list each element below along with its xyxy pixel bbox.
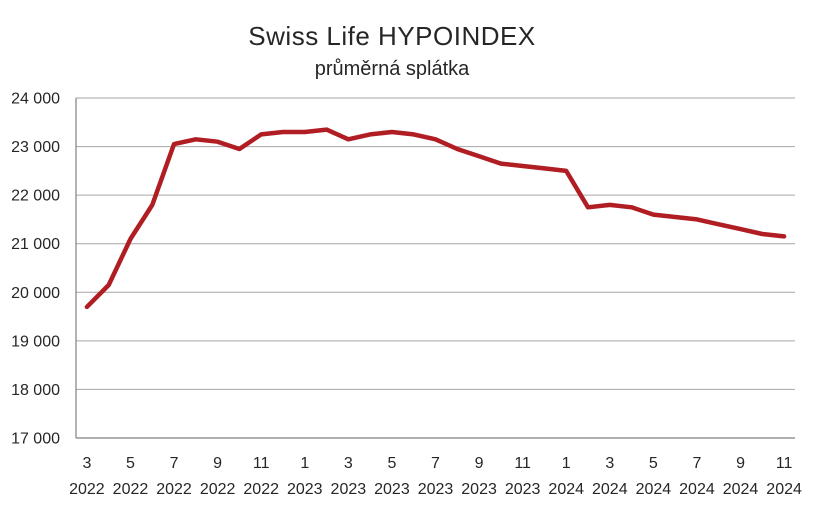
x-tick-year-label: 2024 [548, 481, 584, 498]
x-tick-year-label: 2024 [766, 481, 802, 498]
x-tick-month-label: 3 [344, 455, 353, 472]
x-tick-month-label: 9 [475, 455, 484, 472]
x-tick-month-label: 1 [300, 455, 309, 472]
x-tick-year-label: 2024 [592, 481, 628, 498]
x-tick-month-label: 5 [126, 455, 135, 472]
x-tick-month-label: 9 [736, 455, 745, 472]
x-tick-month-label: 11 [253, 455, 270, 472]
x-tick-year-label: 2022 [156, 481, 192, 498]
chart-subtitle: průměrná splátka [315, 58, 470, 80]
x-tick-year-label: 2022 [69, 481, 105, 498]
x-tick-month-label: 7 [693, 455, 702, 472]
x-tick-year-label: 2023 [374, 481, 410, 498]
y-tick-label: 17 000 [11, 431, 60, 448]
chart-title: Swiss Life HYPOINDEX [248, 21, 535, 51]
x-tick-year-label: 2022 [200, 481, 236, 498]
x-tick-year-label: 2023 [461, 481, 497, 498]
y-tick-label: 22 000 [11, 188, 60, 205]
x-tick-month-label: 5 [649, 455, 658, 472]
x-tick-month-label: 9 [213, 455, 222, 472]
x-tick-month-label: 3 [82, 455, 91, 472]
y-tick-label: 24 000 [11, 91, 60, 108]
y-tick-label: 23 000 [11, 139, 60, 156]
x-tick-month-label: 11 [514, 455, 531, 472]
x-tick-year-label: 2023 [418, 481, 454, 498]
x-tick-month-label: 11 [776, 455, 793, 472]
series-group [84, 127, 787, 310]
x-tick-month-label: 7 [170, 455, 179, 472]
x-tick-year-label: 2024 [723, 481, 759, 498]
x-tick-year-label: 2022 [243, 481, 279, 498]
x-tick-year-label: 2023 [287, 481, 323, 498]
axes [75, 98, 795, 439]
y-gridlines [76, 97, 795, 390]
x-tick-year-label: 2022 [113, 481, 149, 498]
x-tick-month-label: 5 [387, 455, 396, 472]
x-axis-labels: 3 2022 5 2022 7 2022 9 2022 11 2022 1 2023 3 2023 5 202… [69, 455, 802, 498]
y-tick-label: 18 000 [11, 382, 60, 399]
x-tick-month-label: 3 [605, 455, 614, 472]
x-tick-year-label: 2024 [636, 481, 672, 498]
y-tick-label: 21 000 [11, 236, 60, 253]
x-tick-year-label: 2023 [331, 481, 367, 498]
x-tick-year-label: 2024 [679, 481, 715, 498]
x-tick-month-label: 7 [431, 455, 440, 472]
x-tick-month-label: 1 [562, 455, 571, 472]
y-tick-label: 19 000 [11, 333, 60, 350]
y-tick-label: 20 000 [11, 285, 60, 302]
series-line [84, 127, 787, 310]
x-tick-year-label: 2023 [505, 481, 541, 498]
y-axis-labels: 17 000 18 000 19 000 20 000 21 000 22 000 23 0… [11, 91, 60, 448]
